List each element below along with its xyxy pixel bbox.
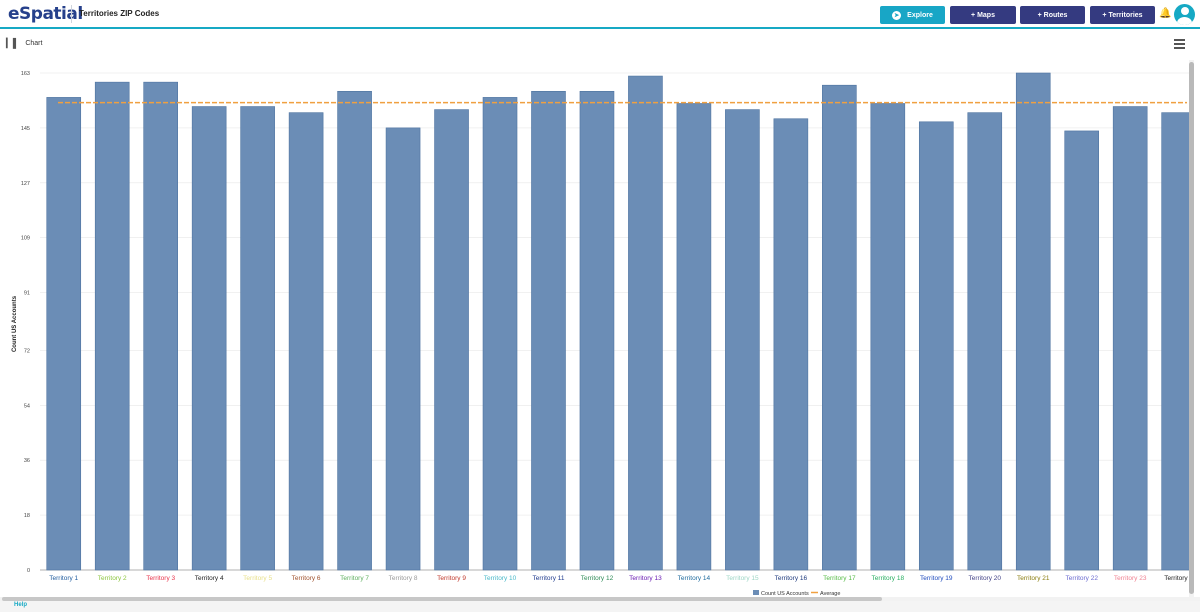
horizontal-scrollbar[interactable] [0, 597, 1200, 601]
bar-21[interactable] [1015, 72, 1051, 571]
y-tick-label: 145 [21, 126, 30, 132]
footer: Help [0, 601, 1200, 612]
x-tick-label: Territory 23 [1114, 575, 1147, 582]
logo-text: eSpatial [8, 4, 83, 24]
x-tick-label: Territory 12 [581, 575, 614, 582]
y-tick-label: 127 [21, 181, 30, 187]
chart-legend: Count US Accounts Average [753, 590, 840, 597]
x-tick-label: Territory 4 [195, 575, 224, 582]
header-divider [71, 5, 72, 23]
y-tick-label: 0 [27, 568, 30, 574]
x-tick-label: Territory 1 [49, 575, 78, 582]
top-bar: eSpatial Territories ZIP Codes ➤ Explore… [0, 0, 1200, 29]
x-tick-label: Territory 9 [437, 575, 466, 582]
x-tick-label: Territory 10 [484, 575, 517, 582]
bar-19[interactable] [918, 121, 954, 571]
x-tick-label: Territory 22 [1065, 575, 1098, 582]
x-tick-label: Territory 8 [389, 575, 418, 582]
page-title: Territories ZIP Codes [79, 9, 160, 18]
bar-10[interactable] [482, 97, 518, 571]
user-avatar[interactable] [1174, 4, 1195, 25]
bar-18[interactable] [870, 103, 906, 571]
x-tick-label: Territory 5 [243, 575, 272, 582]
x-tick-label: Territory 14 [678, 575, 711, 582]
x-tick-label: Territory 17 [823, 575, 856, 582]
legend-average-label: Average [820, 591, 840, 597]
x-tick-label: Territory 18 [872, 575, 905, 582]
avatar-body [1177, 17, 1192, 25]
bar-14[interactable] [676, 103, 712, 571]
bar-2[interactable] [94, 81, 130, 571]
x-tick-label: Territory 6 [292, 575, 321, 582]
x-tick-labels: Territory 1 Territory 2 Territory 3 Territo… [49, 575, 1189, 582]
bar-chart-icon: ▎▌ [6, 38, 20, 48]
explore-button[interactable]: ➤ Explore [880, 6, 945, 24]
legend-swatch-count [753, 590, 759, 595]
y-tick-label: 54 [24, 403, 30, 409]
bar-3[interactable] [143, 81, 178, 571]
compass-icon: ➤ [892, 10, 902, 20]
x-tick-label: Territory 11 [532, 575, 564, 582]
add-maps-button[interactable]: + Maps [950, 6, 1016, 24]
x-tick-label: Territory 20 [969, 575, 1002, 582]
horizontal-scroll-thumb[interactable] [2, 597, 882, 601]
bars [46, 72, 1189, 571]
add-territories-button[interactable]: + Territories [1090, 6, 1155, 24]
vertical-scrollbar[interactable] [1189, 60, 1194, 597]
bar-7[interactable] [337, 90, 372, 571]
x-tick-label: Territory 15 [726, 575, 759, 582]
x-tick-label: Territory 2 [98, 575, 127, 582]
bar-11[interactable] [531, 90, 566, 571]
y-tick-label: 163 [21, 71, 30, 77]
y-tick-label: 36 [24, 458, 30, 464]
bar-8[interactable] [385, 127, 421, 571]
vertical-scroll-thumb[interactable] [1189, 62, 1194, 594]
bell-icon[interactable]: 🔔 [1159, 8, 1172, 19]
bar-13[interactable] [628, 75, 663, 571]
bar-chart: Count US Accounts 0 18 36 54 72 91 109 127 145 16… [12, 71, 1189, 597]
x-tick-label: Territory 7 [340, 575, 369, 582]
y-tick-label: 18 [24, 513, 30, 519]
bar-6[interactable] [288, 112, 324, 571]
bar-23[interactable] [1112, 106, 1148, 571]
x-tick-label: Territory 19 [920, 575, 953, 582]
x-tick-label: Territory 16 [775, 575, 808, 582]
bar-4[interactable] [191, 106, 227, 571]
bar-24[interactable] [1161, 112, 1189, 571]
x-tick-label: Territory 2 [1164, 575, 1189, 582]
bar-17[interactable] [822, 84, 857, 571]
x-tick-label: Territory 13 [629, 575, 662, 582]
x-tick-label: Territory 3 [146, 575, 175, 582]
bar-9[interactable] [434, 109, 469, 571]
y-tick-label: 91 [24, 291, 30, 297]
avatar-head [1180, 7, 1189, 15]
bar-20[interactable] [967, 112, 1003, 571]
chart-tab[interactable]: ▎▌ Chart [6, 38, 42, 49]
menu-icon[interactable] [1174, 39, 1185, 51]
bar-16[interactable] [773, 118, 809, 571]
y-tick-labels: 0 18 36 54 72 91 109 127 145 163 [21, 71, 30, 574]
bar-12[interactable] [579, 90, 615, 571]
bar-22[interactable] [1064, 130, 1100, 571]
chart-tab-label: Chart [25, 40, 43, 47]
x-tick-label: Territory 21 [1017, 575, 1050, 582]
bar-1[interactable] [46, 97, 82, 571]
add-routes-button[interactable]: + Routes [1020, 6, 1085, 24]
y-axis-label: Count US Accounts [12, 295, 18, 352]
explore-label: Explore [907, 11, 933, 19]
espatial-logo[interactable]: eSpatial [8, 4, 83, 24]
bar-5[interactable] [240, 106, 275, 571]
y-tick-label: 109 [21, 236, 30, 242]
help-link[interactable]: Help [14, 602, 28, 608]
legend-count-label: Count US Accounts [761, 591, 809, 597]
y-tick-label: 72 [24, 348, 30, 354]
bar-15[interactable] [725, 109, 760, 571]
